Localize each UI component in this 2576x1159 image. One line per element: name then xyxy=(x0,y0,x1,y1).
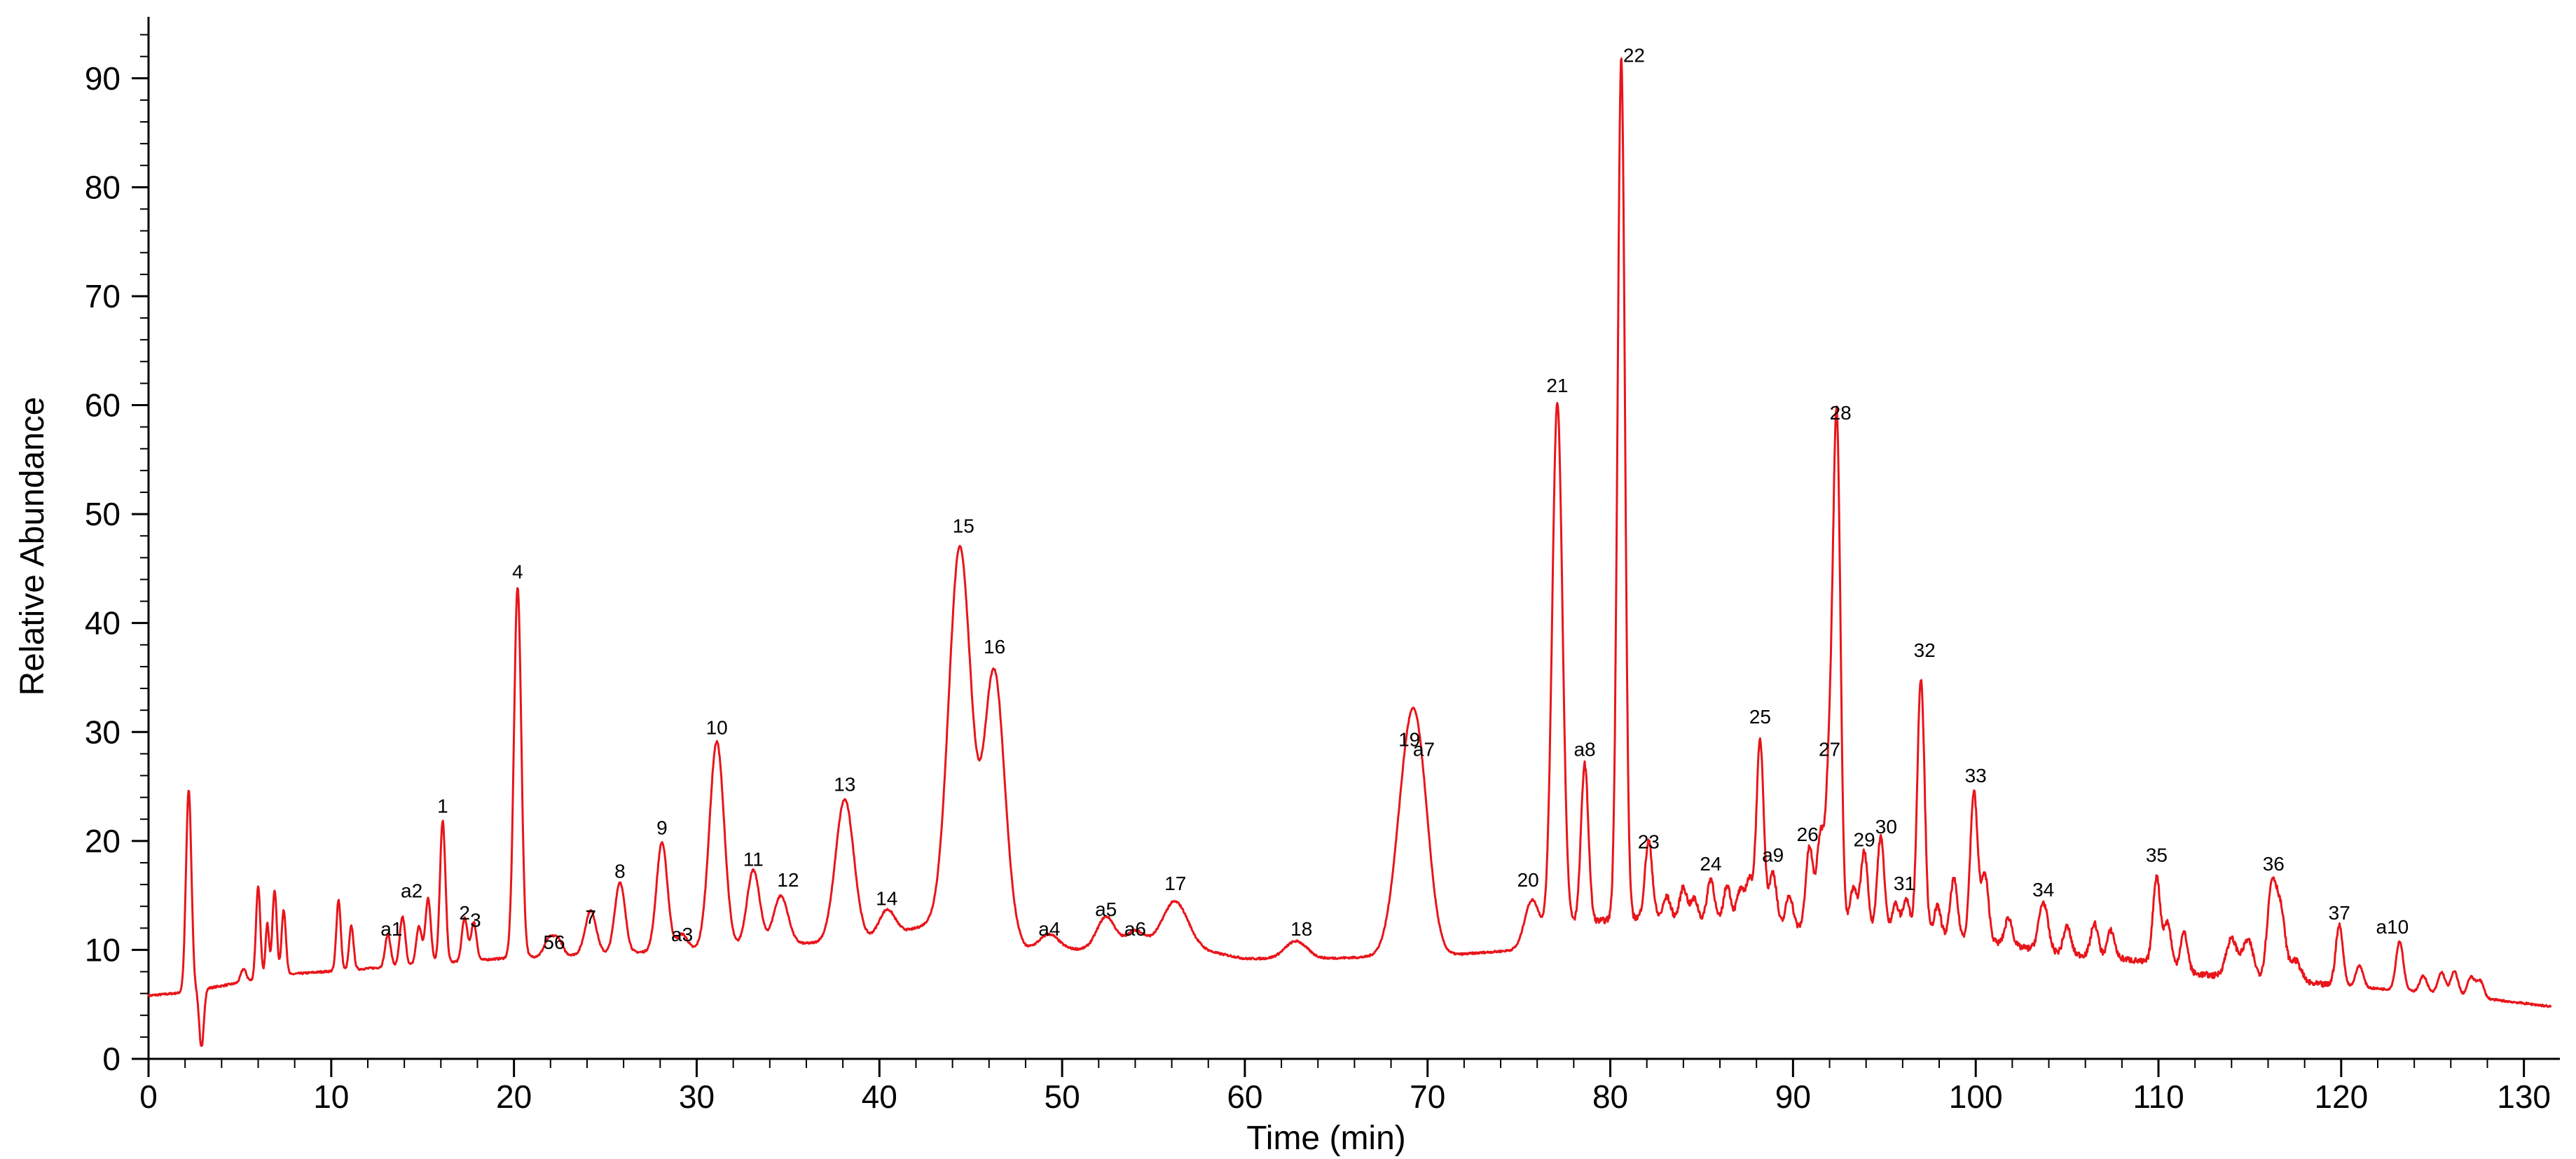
peak-label-13: 13 xyxy=(834,773,855,795)
x-tick-label: 40 xyxy=(862,1078,897,1115)
x-tick-label: 70 xyxy=(1410,1078,1445,1115)
x-tick-label: 100 xyxy=(1949,1078,2003,1115)
y-tick-label: 20 xyxy=(85,823,120,859)
peak-label-a5: a5 xyxy=(1095,898,1117,920)
peak-label-a8: a8 xyxy=(1573,738,1595,760)
peak-label-26: 26 xyxy=(1797,824,1819,845)
peak-label-5: 5 xyxy=(543,931,554,953)
peak-label-34: 34 xyxy=(2032,879,2054,901)
peak-label-35: 35 xyxy=(2146,844,2168,866)
peak-label-33: 33 xyxy=(1965,765,1987,786)
y-axis-title: Relative Abundance xyxy=(14,397,51,696)
x-tick-label: 80 xyxy=(1592,1078,1628,1115)
peak-label-32: 32 xyxy=(1914,639,1936,661)
y-tick-label: 0 xyxy=(102,1041,120,1077)
x-tick-label: 10 xyxy=(313,1078,349,1115)
axes: 0 10 20 30 40 50 60 70 80 90 0 10 20 30 40 50 60 70 80 90 10… xyxy=(85,17,2560,1115)
peak-label-22: 22 xyxy=(1623,44,1645,66)
x-tick-label: 30 xyxy=(679,1078,715,1115)
x-tick-label: 50 xyxy=(1045,1078,1080,1115)
x-tick-label: 60 xyxy=(1227,1078,1262,1115)
peak-label-31: 31 xyxy=(1894,873,1915,894)
peak-label-3: 3 xyxy=(470,910,481,931)
y-tick-label: 90 xyxy=(85,60,120,97)
peak-label-a3: a3 xyxy=(671,924,693,945)
x-tick-label: 20 xyxy=(496,1078,532,1115)
x-axis-title: Time (min) xyxy=(1246,1120,1406,1157)
peak-label-4: 4 xyxy=(512,561,523,583)
x-tick-label: 90 xyxy=(1775,1078,1811,1115)
peak-label-21: 21 xyxy=(1546,375,1568,396)
peak-label-a10: a10 xyxy=(2376,916,2409,938)
x-tick-label: 110 xyxy=(2133,1078,2184,1115)
trace-group xyxy=(147,57,2552,1047)
peak-label-36: 36 xyxy=(2263,853,2285,875)
peak-label-18: 18 xyxy=(1290,918,1312,940)
peak-label-19: 19 xyxy=(1398,728,1420,750)
y-tick-label: 40 xyxy=(85,605,120,641)
peak-label-a4: a4 xyxy=(1038,918,1060,940)
peak-label-7: 7 xyxy=(585,906,596,928)
peak-label-14: 14 xyxy=(876,888,897,910)
peak-label-37: 37 xyxy=(2329,902,2350,924)
peak-label-a6: a6 xyxy=(1124,918,1146,940)
peak-label-17: 17 xyxy=(1164,873,1186,894)
y-tick-label: 80 xyxy=(85,169,120,205)
y-tick-label: 60 xyxy=(85,387,120,424)
peak-label-6: 6 xyxy=(554,931,565,953)
peak-label-16: 16 xyxy=(984,636,1005,658)
peak-label-10: 10 xyxy=(706,716,728,738)
peak-label-25: 25 xyxy=(1749,706,1771,728)
peak-label-30: 30 xyxy=(1875,816,1897,838)
chromatogram-trace xyxy=(147,57,2552,1047)
peak-label-a1: a1 xyxy=(380,918,402,940)
y-tick-label: 70 xyxy=(85,278,120,314)
peak-label-24: 24 xyxy=(1700,853,1721,875)
y-tick-label: 10 xyxy=(85,931,120,968)
peak-label-11: 11 xyxy=(743,849,764,870)
x-tick-label: 130 xyxy=(2497,1078,2551,1115)
y-tick-label: 50 xyxy=(85,496,120,532)
peak-label-2: 2 xyxy=(459,902,470,924)
peak-label-27: 27 xyxy=(1819,738,1840,760)
peak-label-12: 12 xyxy=(777,869,799,891)
y-tick-label: 30 xyxy=(85,714,120,750)
x-tick-label: 0 xyxy=(139,1078,158,1115)
peak-label-8: 8 xyxy=(614,861,626,882)
peak-label-a7: a7 xyxy=(1413,738,1435,760)
peak-label-9: 9 xyxy=(656,817,668,839)
peak-label-a9: a9 xyxy=(1762,844,1784,866)
peak-label-20: 20 xyxy=(1517,869,1539,891)
peak-label-29: 29 xyxy=(1854,829,1875,851)
peak-label-a2: a2 xyxy=(401,880,422,902)
peak-label-28: 28 xyxy=(1830,402,1852,424)
peak-label-23: 23 xyxy=(1638,831,1660,853)
peak-label-1: 1 xyxy=(437,795,448,817)
x-tick-label: 120 xyxy=(2314,1078,2368,1115)
peak-label-15: 15 xyxy=(953,515,974,537)
